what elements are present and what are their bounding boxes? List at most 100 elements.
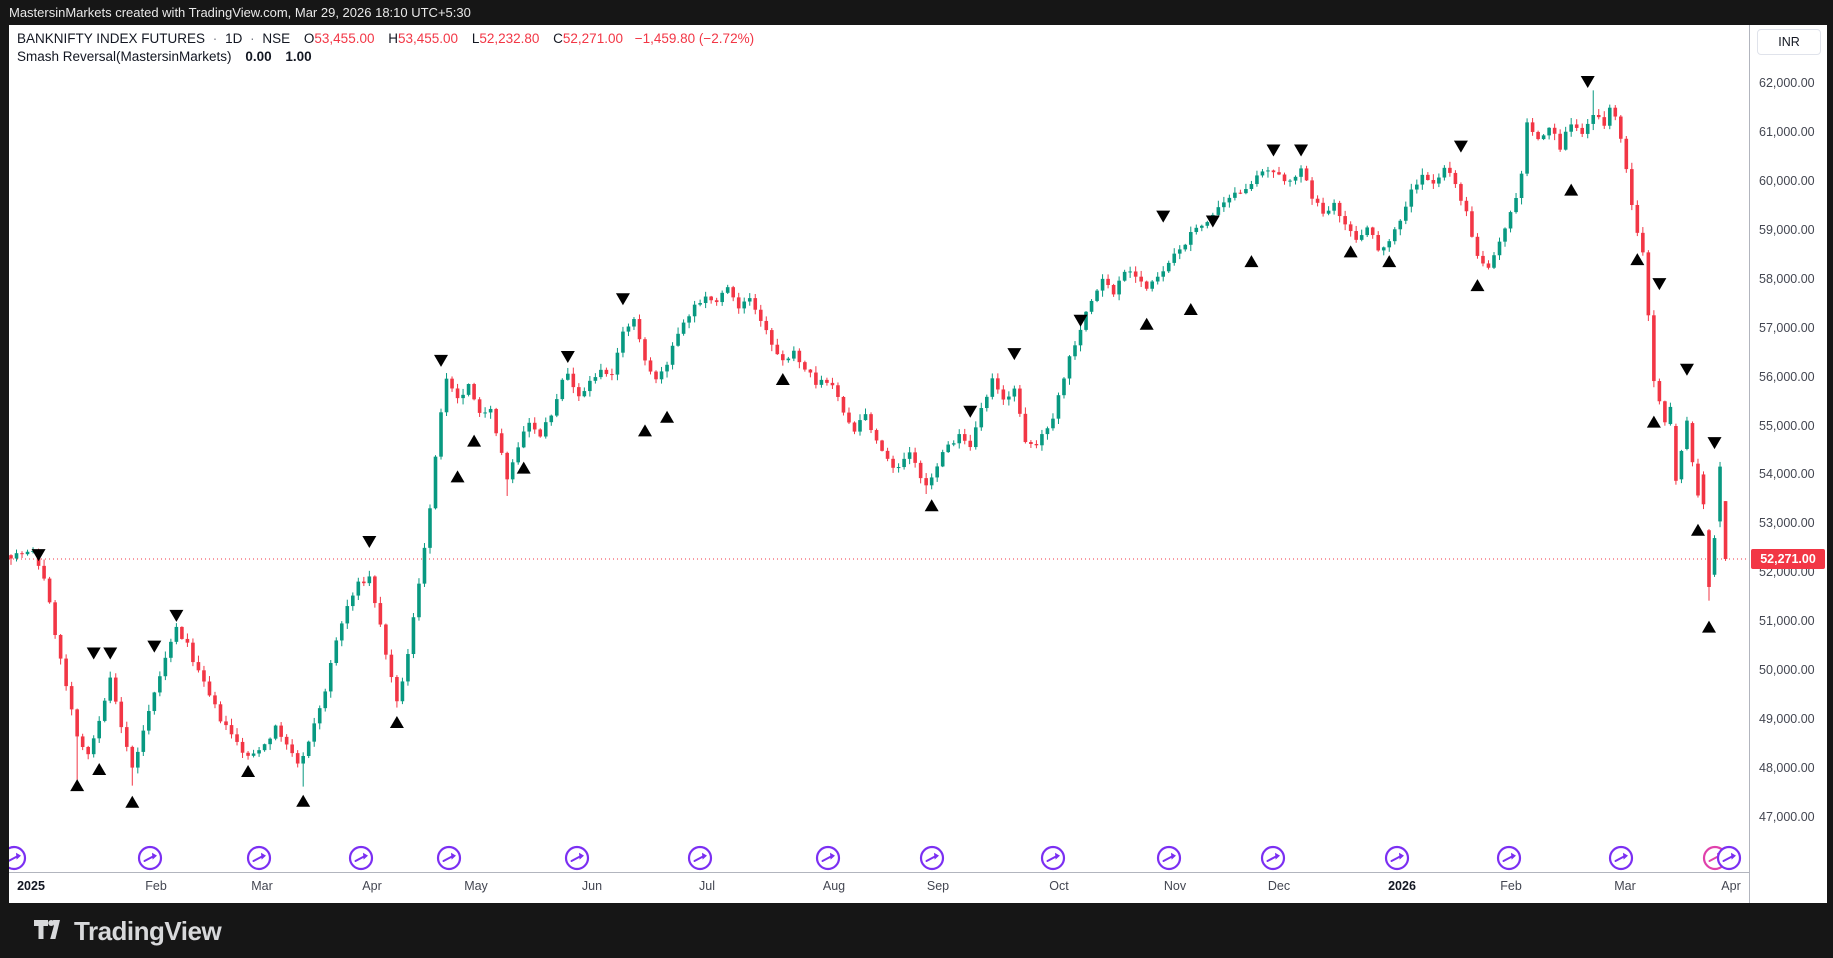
candle	[1464, 196, 1469, 217]
candle	[819, 375, 824, 388]
candle	[1376, 231, 1381, 252]
time-axis-label: Feb	[145, 879, 167, 893]
time-scale[interactable]: 2025 Feb Mar Apr May Jun Jul Aug Sep Oct Nov Dec 202…	[9, 872, 1827, 903]
candle	[1370, 226, 1375, 239]
candle	[1613, 105, 1618, 121]
candle	[455, 383, 460, 404]
candle	[53, 600, 57, 639]
candle	[384, 623, 388, 660]
candle	[1111, 283, 1116, 297]
candle	[1365, 225, 1369, 238]
currency-button[interactable]: INR	[1757, 29, 1821, 55]
month-marker-icon[interactable]	[1040, 845, 1066, 871]
up-signal-icon	[241, 764, 256, 777]
candle	[1508, 210, 1513, 233]
candle	[1227, 194, 1232, 208]
time-axis-label: Apr	[362, 879, 382, 893]
timeframe-label[interactable]: 1D	[225, 31, 243, 46]
candle	[968, 434, 973, 451]
candle	[918, 460, 923, 484]
down-signal-icon	[1205, 215, 1220, 228]
up-signal-icon	[1564, 183, 1579, 196]
month-marker-icon[interactable]	[1716, 845, 1742, 871]
candle	[1029, 440, 1033, 448]
candle	[1442, 165, 1447, 181]
tradingview-logo[interactable]: TradingView	[34, 916, 222, 947]
month-marker-icon[interactable]	[348, 845, 374, 871]
candle	[1299, 165, 1303, 183]
month-marker-icon[interactable]	[1156, 845, 1182, 871]
symbol-title[interactable]: BANKNIFTY INDEX FUTURES	[17, 31, 206, 46]
up-signal-icon	[1646, 415, 1661, 428]
down-signal-icon	[434, 354, 449, 367]
candle	[962, 428, 967, 445]
month-marker-icon[interactable]	[1260, 845, 1286, 871]
candle	[273, 724, 278, 741]
candle	[521, 426, 526, 449]
candle	[885, 447, 890, 462]
candle	[703, 291, 708, 309]
price-chart-canvas[interactable]	[9, 25, 1749, 872]
candle	[356, 577, 361, 601]
month-marker-icon[interactable]	[919, 845, 945, 871]
candle	[1701, 471, 1706, 510]
indicator-title[interactable]: Smash Reversal(MastersinMarkets)	[17, 49, 232, 64]
up-signal-icon	[92, 762, 107, 775]
chart-legend: BANKNIFTY INDEX FUTURES · 1D · NSE O53,4…	[17, 30, 754, 66]
month-marker-icon[interactable]	[137, 845, 163, 871]
down-signal-icon	[86, 647, 101, 660]
month-marker-icon[interactable]	[564, 845, 590, 871]
down-signal-icon	[615, 293, 630, 306]
indicator-row[interactable]: Smash Reversal(MastersinMarkets) 0.00 1.…	[17, 48, 754, 66]
candle	[240, 737, 245, 759]
candle	[681, 319, 686, 336]
candle	[1448, 161, 1452, 177]
candle	[119, 697, 124, 734]
month-marker-icon[interactable]	[815, 845, 841, 871]
candle	[1188, 226, 1193, 252]
month-marker-icon[interactable]	[436, 845, 462, 871]
candle	[251, 749, 256, 758]
candle	[747, 293, 752, 306]
down-signal-icon	[963, 405, 978, 418]
up-signal-icon	[1244, 255, 1259, 268]
candle	[610, 368, 614, 381]
candle	[439, 408, 443, 460]
candle	[516, 442, 520, 465]
indicator-value-1: 0.00	[245, 49, 272, 64]
month-marker-icon[interactable]	[687, 845, 713, 871]
candle	[224, 715, 228, 731]
candle	[389, 649, 394, 683]
price-scale[interactable]: INR 52,271.00 62,000.00 61,000.00 60,000.0…	[1749, 25, 1827, 903]
candle	[246, 751, 250, 760]
month-marker-icon[interactable]	[1608, 845, 1634, 871]
candle	[207, 676, 212, 697]
candle	[488, 405, 493, 419]
symbol-row[interactable]: BANKNIFTY INDEX FUTURES · 1D · NSE O53,4…	[17, 30, 754, 48]
time-axis-label: Mar	[1614, 879, 1636, 893]
exchange-label[interactable]: NSE	[262, 31, 291, 46]
candle	[1712, 535, 1717, 577]
candle	[1106, 274, 1110, 289]
time-axis-label: Jul	[699, 879, 715, 893]
candle	[290, 739, 294, 757]
candle	[731, 285, 736, 302]
candle	[1155, 272, 1160, 285]
candle	[985, 394, 989, 412]
candle	[1569, 118, 1573, 137]
candle	[637, 314, 642, 343]
month-marker-icon[interactable]	[9, 845, 27, 871]
time-axis-label: May	[464, 879, 488, 893]
candle	[714, 297, 719, 306]
candle	[1525, 118, 1529, 177]
month-marker-icon[interactable]	[246, 845, 272, 871]
month-marker-icon[interactable]	[1384, 845, 1410, 871]
month-marker-icon[interactable]	[1496, 845, 1522, 871]
candle	[1475, 233, 1480, 259]
candle	[929, 473, 934, 490]
candle	[1679, 449, 1684, 484]
candle	[1431, 174, 1436, 189]
candle	[1255, 170, 1259, 187]
price-axis-tick: 53,000.00	[1759, 516, 1815, 531]
candle	[1547, 127, 1551, 140]
